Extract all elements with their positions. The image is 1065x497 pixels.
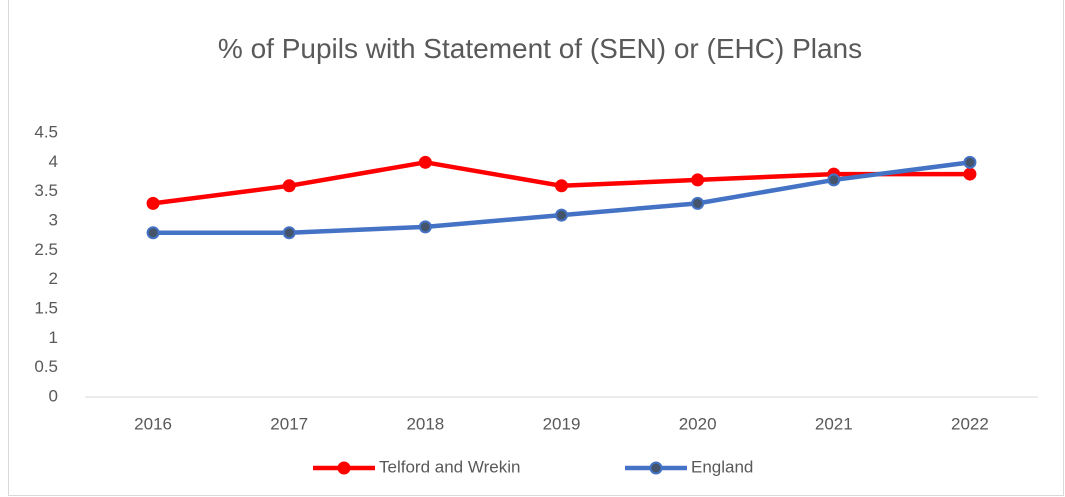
- x-tick-label: 2016: [134, 414, 172, 433]
- y-tick-label: 4: [49, 152, 58, 171]
- data-point: [418, 220, 432, 234]
- x-tick-label: 2020: [679, 414, 717, 433]
- chart-frame: [8, 0, 1064, 496]
- x-tick-label: 2017: [270, 414, 308, 433]
- legend-marker: [649, 461, 663, 475]
- y-tick-label: 1.5: [34, 298, 58, 317]
- legend-label: Telford and Wrekin: [379, 457, 520, 476]
- y-tick-label: 3.5: [34, 181, 58, 200]
- legend-marker: [337, 461, 351, 475]
- data-point: [555, 179, 568, 193]
- data-point: [282, 226, 296, 240]
- data-point: [418, 155, 432, 169]
- y-tick-label: 2.5: [34, 240, 58, 259]
- data-point: [146, 196, 160, 210]
- x-tick-label: 2019: [543, 414, 581, 433]
- data-point: [963, 167, 977, 181]
- legend-label: England: [691, 457, 753, 476]
- y-tick-label: 4.5: [34, 122, 58, 141]
- data-point: [827, 173, 841, 187]
- y-tick-label: 1: [49, 328, 58, 347]
- x-tick-label: 2018: [406, 414, 444, 433]
- y-tick-label: 2: [49, 269, 58, 288]
- data-point: [691, 173, 705, 187]
- data-point: [963, 155, 977, 169]
- chart-title: % of Pupils with Statement of (SEN) or (…: [217, 33, 863, 64]
- data-point: [146, 226, 160, 240]
- data-point: [691, 196, 705, 210]
- y-tick-label: 3: [49, 210, 58, 229]
- x-tick-label: 2021: [815, 414, 853, 433]
- x-tick-label: 2022: [951, 414, 989, 433]
- data-point: [555, 208, 568, 222]
- y-tick-label: 0: [49, 386, 58, 405]
- y-tick-label: 0.5: [34, 357, 58, 376]
- data-point: [282, 179, 296, 193]
